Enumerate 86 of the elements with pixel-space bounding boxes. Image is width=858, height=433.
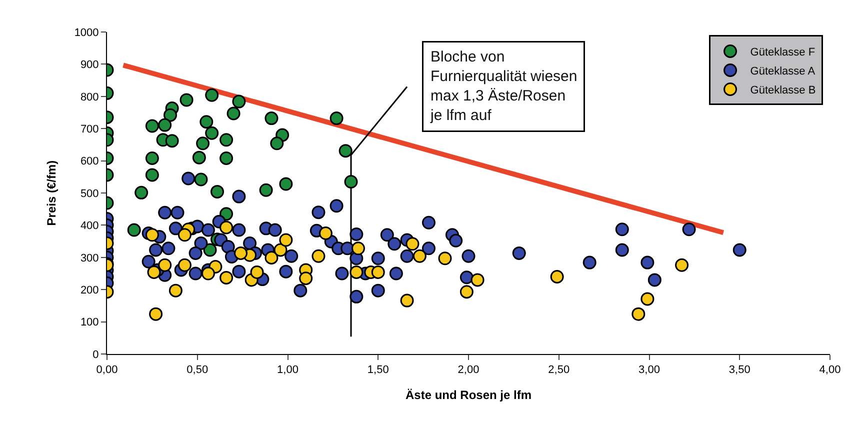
point (178, 228, 192, 242)
y-tick-label: 500 (80, 188, 99, 200)
point (312, 249, 326, 263)
point (371, 265, 385, 279)
point (412, 249, 426, 263)
x-tick-label: 2,50 (548, 364, 570, 376)
legend-label: Güteklasse F (750, 46, 816, 59)
point (640, 292, 654, 306)
point (220, 270, 234, 284)
point (178, 258, 192, 272)
point (350, 265, 364, 279)
point (406, 237, 420, 251)
x-tick-label: 0,00 (96, 364, 118, 376)
point (232, 94, 246, 108)
point (550, 270, 564, 284)
point (270, 136, 284, 150)
point (279, 177, 293, 191)
y-tick-label: 100 (80, 316, 99, 329)
x-tick-label: 2,00 (458, 364, 480, 376)
point (259, 183, 273, 197)
x-tick-label: 4,00 (819, 364, 841, 376)
x-axis-title: Äste und Rosen je lfm (405, 388, 532, 402)
point (632, 307, 646, 321)
point (220, 220, 234, 234)
point (351, 242, 365, 256)
point (145, 168, 159, 182)
point (264, 112, 278, 126)
y-tick-label: 800 (80, 91, 99, 104)
point (127, 223, 141, 237)
point (196, 136, 210, 150)
x-tick-label: 3,00 (638, 364, 660, 376)
point (279, 233, 293, 247)
point (147, 265, 161, 279)
y-tick-label: 0 (92, 348, 99, 361)
point (158, 258, 172, 272)
point (220, 151, 234, 165)
point (210, 184, 224, 198)
point (264, 250, 278, 264)
point (164, 108, 178, 122)
y-axis-title: Preis (€/fm) (44, 160, 59, 226)
point (205, 126, 219, 140)
point (226, 106, 240, 120)
y-tick-label: 300 (80, 252, 99, 264)
point (145, 228, 159, 242)
point (180, 93, 194, 107)
y-tick-label: 700 (80, 123, 99, 136)
point (145, 119, 159, 133)
point (438, 252, 452, 266)
x-tick-label: 1,50 (367, 364, 389, 376)
point (675, 258, 689, 272)
point (400, 294, 414, 308)
y-tick-label: 900 (80, 59, 99, 72)
point (134, 186, 148, 200)
point (203, 243, 217, 257)
point (201, 266, 215, 280)
point (194, 172, 208, 186)
legend-label: Güteklasse A (750, 66, 816, 78)
y-tick-label: 1000 (74, 26, 99, 39)
y-tick-label: 200 (80, 284, 99, 296)
annotation: Bloche von Furnierqualität wiesen max 1,3 Äste/Rosen je lfm auf (430, 48, 578, 124)
point (470, 273, 484, 287)
point (250, 265, 264, 279)
point (234, 246, 248, 260)
point (338, 144, 352, 158)
point (274, 243, 288, 257)
point (145, 151, 159, 165)
y-tick-label: 400 (80, 220, 99, 232)
x-tick-label: 1,00 (277, 364, 298, 376)
point (158, 118, 172, 132)
point (149, 307, 163, 321)
point (192, 150, 206, 164)
point (299, 272, 313, 286)
x-tick-label: 3,50 (728, 364, 750, 376)
point (200, 115, 214, 129)
point (165, 134, 179, 148)
point (168, 284, 182, 298)
point (205, 88, 219, 102)
point (344, 174, 358, 188)
y-tick-label: 600 (80, 156, 99, 168)
legend-label: Güteklasse B (750, 84, 816, 97)
point (220, 133, 234, 147)
point (460, 285, 474, 299)
point (330, 112, 344, 126)
x-tick-label: 0,50 (186, 364, 208, 376)
point (318, 226, 332, 240)
point (220, 207, 234, 221)
